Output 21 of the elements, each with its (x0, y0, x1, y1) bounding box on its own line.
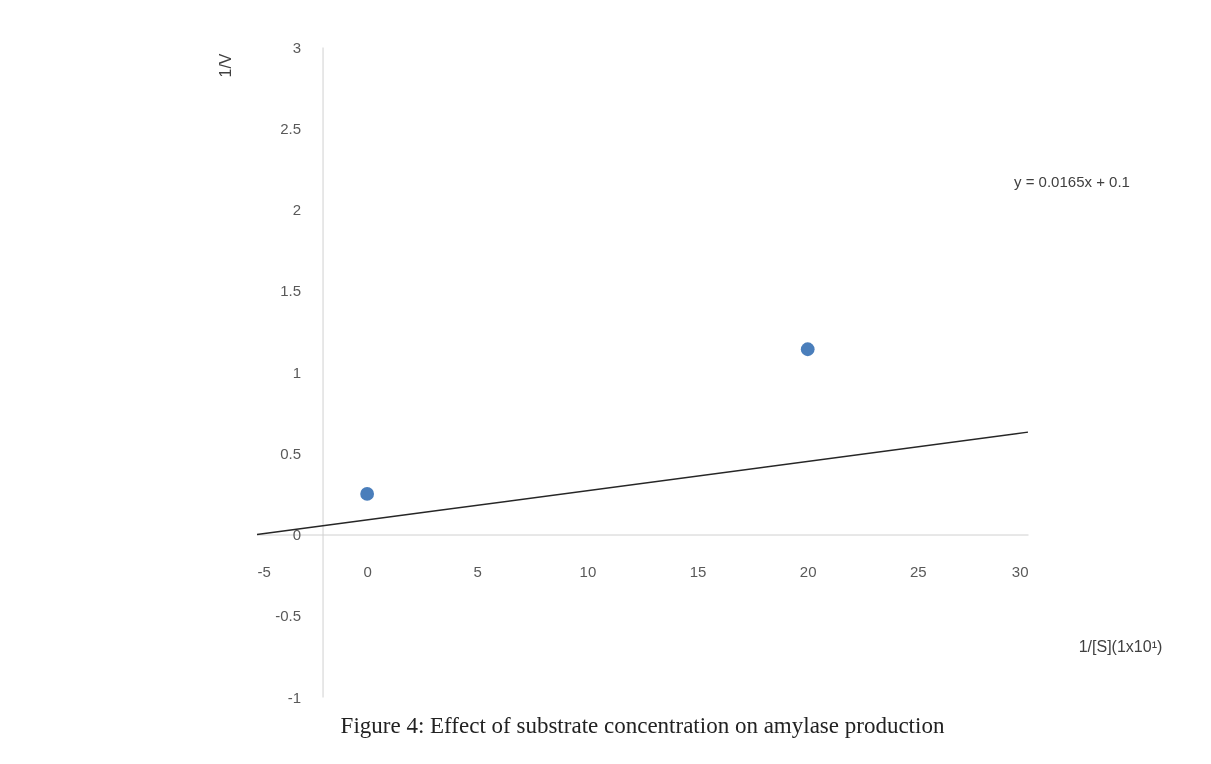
x-tick-label: 0 (363, 563, 372, 580)
x-tick-label: 15 (689, 563, 707, 580)
y-tick-label: 3 (292, 38, 302, 56)
y-tick-label: 0 (292, 526, 302, 543)
x-tick-label: 5 (473, 563, 482, 580)
y-tick-label: -1 (287, 688, 302, 706)
x-tick-label: 20 (799, 563, 817, 580)
text: Figure 4: Effect of substrate concentration on amylase production (340, 713, 945, 738)
x-axis-title: 1/[S](1x10¹) (1078, 638, 1163, 655)
x-tick-label: -5 (257, 563, 271, 580)
y-tick-label: 2.5 (280, 119, 302, 137)
y-tick-label: 0.5 (280, 444, 302, 462)
y-axis-title: 1/V (217, 53, 235, 78)
x-tick-label: 10 (579, 563, 597, 580)
y-tick-label: 1.5 (280, 282, 302, 300)
annotation: y = 0.0165x + 0.1 (1014, 173, 1130, 190)
x-tick-label: 25 (910, 563, 927, 580)
y-tick-label: -0.5 (275, 607, 302, 625)
y-tick-label: 2 (292, 201, 302, 218)
y-tick-label: 1 (292, 363, 302, 381)
x-tick-label: 30 (1011, 563, 1029, 580)
